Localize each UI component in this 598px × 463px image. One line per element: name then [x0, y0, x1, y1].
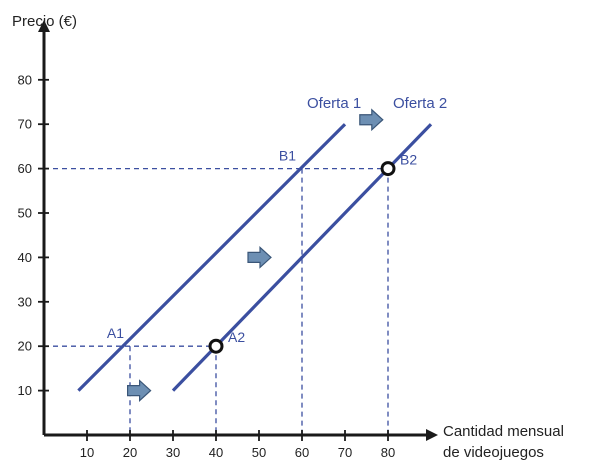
points: A1 A2 B1 B2	[107, 148, 417, 354]
point-marker-b2	[380, 161, 396, 177]
y-tick-label: 40	[18, 250, 32, 265]
point-marker-a2	[208, 338, 224, 354]
x-tick-label: 80	[381, 445, 395, 460]
x-tick-label: 60	[295, 445, 309, 460]
shift-arrow-icon	[126, 379, 152, 402]
x-tick-label: 50	[252, 445, 266, 460]
point-label-a2: A2	[228, 329, 245, 345]
x-tick-label: 10	[80, 445, 94, 460]
shift-arrow-icon	[247, 246, 272, 269]
y-axis-arrowhead	[38, 20, 50, 32]
y-tick-label: 80	[18, 72, 32, 87]
y-tick-label: 50	[18, 206, 32, 221]
point-label-b1: B1	[279, 148, 296, 164]
x-axis-title-line-1: Cantidad mensual	[443, 423, 564, 440]
x-axis-title-line-2: de videojuegos	[443, 444, 544, 461]
point-label-a1: A1	[107, 325, 124, 341]
shift-arrows	[126, 108, 384, 402]
y-axis-title: Precio (€)	[12, 13, 77, 30]
x-tick-label: 70	[338, 445, 352, 460]
series-label-2: Oferta 2	[393, 95, 447, 112]
y-tick-label: 60	[18, 161, 32, 176]
x-tick-label: 30	[166, 445, 180, 460]
y-tick-label: 10	[18, 383, 32, 398]
x-tick-label: 40	[209, 445, 223, 460]
point-label-b2: B2	[400, 152, 417, 168]
x-tick-label: 20	[123, 445, 137, 460]
x-axis-arrowhead	[426, 429, 438, 441]
shift-arrow-icon	[359, 108, 384, 132]
y-tick-label: 70	[18, 117, 32, 132]
axes	[38, 20, 438, 441]
series-line-1	[77, 123, 347, 392]
ticks: 10 20 30 40 50 60 70 80 10 20 30 40 50 60 70 80	[18, 72, 396, 460]
y-tick-label: 30	[18, 294, 32, 309]
y-tick-label: 20	[18, 339, 32, 354]
dashed-guides	[44, 167, 389, 435]
series-label-1: Oferta 1	[307, 95, 361, 112]
series-lines: Oferta 1 Oferta 2	[77, 95, 447, 392]
